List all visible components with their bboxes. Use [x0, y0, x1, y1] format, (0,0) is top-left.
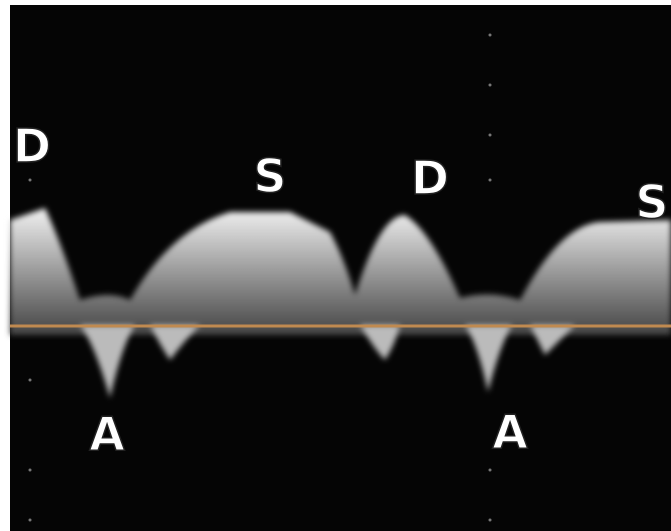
label: A: [89, 407, 125, 461]
label: D: [13, 119, 51, 173]
waveform-upper: [10, 208, 671, 335]
dotted-markers: [28, 33, 492, 522]
label: A: [492, 405, 528, 459]
label: S: [253, 149, 286, 203]
label: S: [635, 175, 668, 229]
waveform-lower: [80, 325, 575, 398]
label: D: [411, 151, 449, 205]
